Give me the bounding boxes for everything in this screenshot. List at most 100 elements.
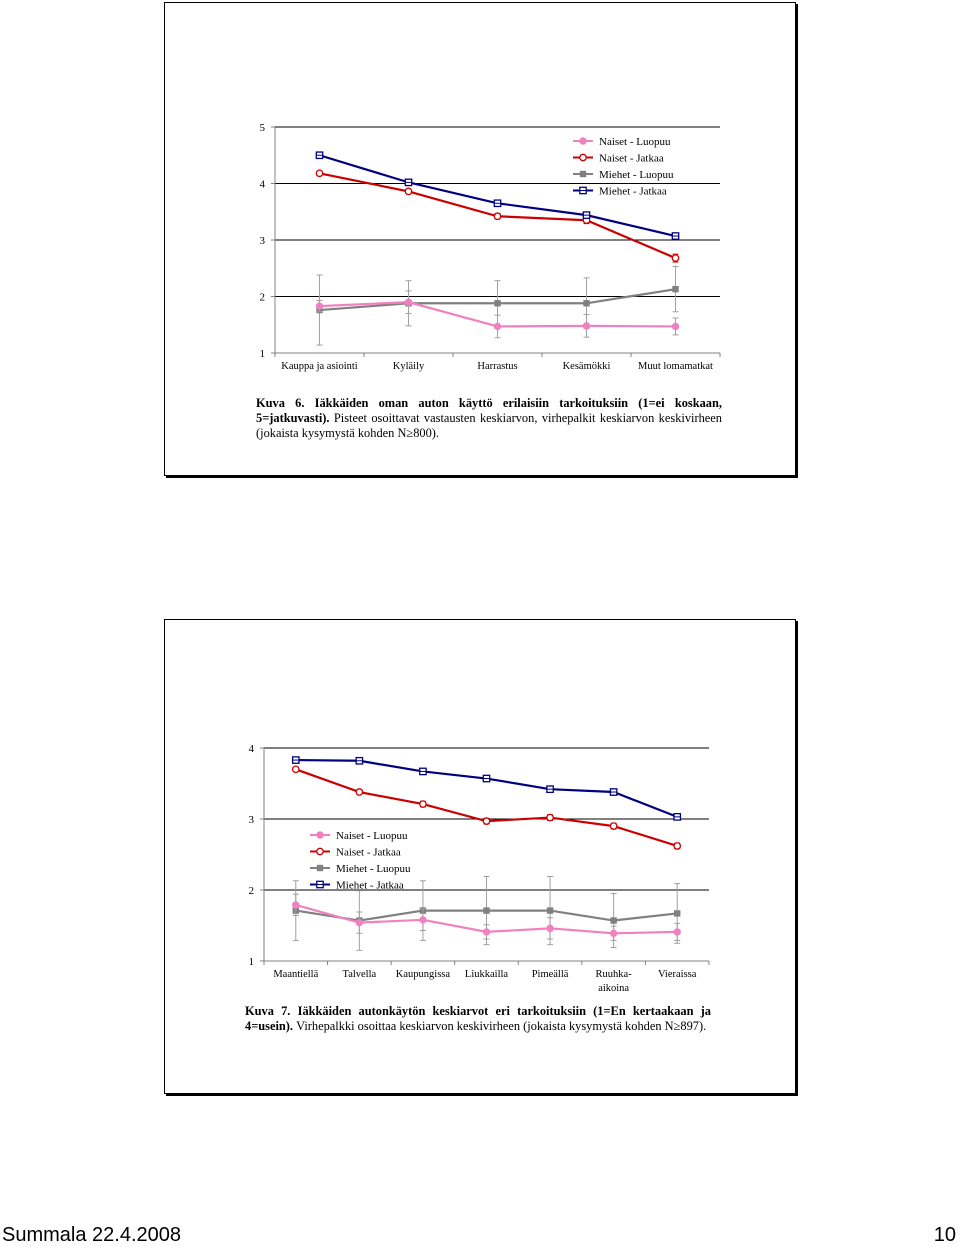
caption-1-rest: Pisteet osoittavat vastausten keskiarvon…: [256, 411, 722, 440]
chart2-legend-label-naiset-jatkaa: Naiset - Jatkaa: [336, 847, 401, 859]
chart2-y-tick-label-3: 3: [249, 814, 255, 826]
chart1-point-naiset-jatkaa-4: [671, 254, 680, 262]
chart2-legend-marker-naiset-luopuu: [316, 831, 324, 839]
footer-page-number: 10: [933, 1224, 956, 1246]
footer-author-date: Summala 22.4.2008: [2, 1224, 182, 1246]
chart2-x-tick-label-line: Ruuhka-: [596, 969, 633, 980]
chart1-y-tick-label-1: 1: [260, 348, 266, 360]
chart1-point-miehet-luopuu-3: [583, 300, 590, 307]
chart2-point-naiset-luopuu-3: [482, 928, 491, 936]
caption-2-rest: Virhepalkki osoittaa keskiarvon keskivir…: [296, 1019, 707, 1033]
chart2-point-miehet-luopuu-5: [610, 917, 617, 924]
chart2-y-tick-label-4: 4: [249, 743, 255, 755]
chart2-x-tick-label-line: Maantiellä: [273, 969, 318, 980]
chart1-point-naiset-luopuu-3: [582, 322, 591, 330]
caption-2-bold: Iäkkäiden autonkäytön keskiarvot eri tar…: [245, 1004, 711, 1033]
caption-2-label: Kuva 7.: [245, 1004, 291, 1018]
chart2-x-tick-label-line: Talvella: [343, 969, 377, 980]
chart1-x-tick-label-harrastus: Harrastus: [477, 361, 517, 372]
chart1-point-naiset-luopuu-2: [493, 322, 502, 331]
chart2-x-tick-label-line: Kaupungissa: [396, 969, 451, 980]
chart2-series-miehet-jatkaa: [291, 756, 682, 821]
chart1-point-miehet-luopuu-2: [494, 300, 501, 307]
chart-2: 1 2 3 4 Maantiellä Talvella Kaupungissa Liukkai…: [249, 743, 710, 994]
chart1-point-naiset-luopuu-4: [671, 322, 680, 331]
chart1-x-tick-label-line: Kyläily: [393, 361, 425, 372]
chart1-legend-label-miehet-luopuu: Miehet - Luopuu: [599, 169, 674, 181]
chart2-point-naiset-luopuu-2: [419, 916, 427, 924]
caption-2: Kuva 7. Iäkkäiden autonkäytön keskiarvot…: [245, 1004, 711, 1034]
chart2-point-naiset-luopuu-5: [609, 929, 618, 938]
chart1-point-naiset-jatkaa-1: [404, 187, 413, 196]
chart2-legend-label-miehet-jatkaa: Miehet - Jatkaa: [336, 880, 404, 892]
chart1-x-tick-label-kauppa-ja-asiointi: Kauppa ja asiointi: [281, 361, 357, 372]
chart1-legend: Naiset - Luopuu Naiset - Jatkaa Miehet - L…: [573, 136, 674, 198]
caption-1-bold: Iäkkäiden oman auton käyttö erilaisiin t…: [256, 396, 722, 425]
chart2-x-tick-label-kaupungissa: Kaupungissa: [396, 969, 451, 980]
figure-panel-2: 1 2 3 4 Maantiellä Talvella Kaupungissa Liukkai…: [164, 619, 796, 1094]
chart2-x-tick-label-line: Pimeällä: [532, 969, 569, 980]
chart1-legend-marker-naiset-jatkaa: [579, 153, 587, 162]
chart1-x-tick-label-line: Harrastus: [477, 361, 517, 372]
chart2-x-tick-label-line: Vieraissa: [658, 969, 697, 980]
chart2-point-naiset-jatkaa-1: [355, 788, 364, 796]
chart2-point-miehet-luopuu-6: [674, 910, 681, 917]
chart1-y-tick-label-5: 5: [260, 122, 266, 134]
chart1-point-naiset-jatkaa-2: [493, 212, 502, 221]
chart1-series-miehet-jatkaa: [315, 151, 680, 240]
chart1-y-tick-label-2: 2: [260, 292, 266, 304]
chart2-x-tick-label-talvella: Talvella: [343, 969, 377, 980]
chart2-point-naiset-jatkaa-5: [609, 822, 618, 830]
chart1-legend-marker-naiset-luopuu: [579, 137, 587, 145]
chart2-series-naiset-jatkaa: [291, 765, 682, 850]
chart2-point-miehet-luopuu-4: [546, 907, 554, 914]
chart2-point-naiset-luopuu-4: [546, 924, 554, 933]
chart1-point-naiset-jatkaa-0: [315, 169, 324, 178]
chart1-legend-label-miehet-jatkaa: Miehet - Jatkaa: [599, 186, 667, 198]
chart2-x-tick-label-vieraissa: Vieraissa: [658, 969, 697, 980]
caption-1-label: Kuva 6.: [256, 396, 305, 410]
chart1-point-miehet-luopuu-4: [672, 285, 679, 293]
chart1-y-tick-label-4: 4: [260, 179, 266, 191]
chart2-legend-label-naiset-luopuu: Naiset - Luopuu: [336, 830, 408, 842]
chart1-y-tick-label-3: 3: [260, 235, 266, 247]
chart2-legend-marker-naiset-jatkaa: [316, 847, 324, 856]
chart1-x-tick-label-kes-m-kki: Kesämökki: [563, 361, 611, 372]
chart1-series-naiset-luopuu: [315, 290, 680, 339]
chart1-x-tick-label-muut-lomamatkat: Muut lomamatkat: [638, 361, 713, 372]
chart1-legend-label-naiset-luopuu: Naiset - Luopuu: [599, 136, 671, 148]
chart2-line-miehet-jatkaa: [295, 758, 678, 818]
chart2-x-tick-label-ruuhka-aikoina: Ruuhka-aikoina: [596, 969, 633, 994]
chart2-point-naiset-jatkaa-2: [419, 800, 427, 808]
chart2-y-tick-label-2: 2: [249, 885, 255, 897]
chart2-x-tick-label-line: aikoina: [598, 983, 629, 994]
chart2-point-naiset-jatkaa-3: [482, 817, 491, 825]
chart1-legend-marker-miehet-luopuu: [579, 170, 587, 178]
chart2-x-tick-label-line: Liukkailla: [465, 969, 508, 980]
chart1-point-naiset-luopuu-1: [404, 298, 413, 306]
chart2-point-naiset-jatkaa-4: [546, 813, 554, 822]
chart2-x-tick-label-maantiell: Maantiellä: [273, 969, 318, 980]
chart1-x-tick-label-kyl-ily: Kyläily: [393, 361, 425, 372]
chart2-point-naiset-luopuu-6: [673, 928, 681, 936]
chart2-point-naiset-jatkaa-6: [673, 842, 682, 850]
chart2-legend-label-miehet-luopuu: Miehet - Luopuu: [336, 863, 411, 875]
chart2-point-naiset-luopuu-1: [355, 918, 364, 927]
chart2-series-naiset-luopuu: [292, 893, 681, 941]
chart1-x-tick-label-line: Kesämökki: [563, 361, 611, 372]
figure-panel-1: 1 2 3 4 5 Kauppa ja asiointi Kyläily Harrastus K…: [164, 2, 796, 476]
chart1-x-tick-label-line: Kauppa ja asiointi: [281, 361, 357, 372]
chart2-y-tick-label-1: 1: [249, 956, 255, 968]
chart2-legend: Naiset - Luopuu Naiset - Jatkaa Miehet - L…: [310, 830, 411, 892]
chart1-point-naiset-luopuu-0: [315, 302, 324, 310]
chart2-point-miehet-luopuu-3: [483, 907, 490, 914]
chart1-legend-label-naiset-jatkaa: Naiset - Jatkaa: [599, 153, 664, 165]
chart2-point-naiset-jatkaa-0: [291, 765, 300, 774]
chart2-x-tick-label-pime-ll: Pimeällä: [532, 969, 569, 980]
chart2-x-tick-label-liukkailla: Liukkailla: [465, 969, 508, 980]
chart2-legend-marker-miehet-luopuu: [316, 864, 324, 872]
chart1-x-tick-label-line: Muut lomamatkat: [638, 361, 713, 372]
chart2-point-naiset-luopuu-0: [292, 901, 300, 909]
caption-1: Kuva 6. Iäkkäiden oman auton käyttö eril…: [256, 396, 722, 441]
chart-1: 1 2 3 4 5 Kauppa ja asiointi Kyläily Harrastus K…: [260, 122, 721, 372]
